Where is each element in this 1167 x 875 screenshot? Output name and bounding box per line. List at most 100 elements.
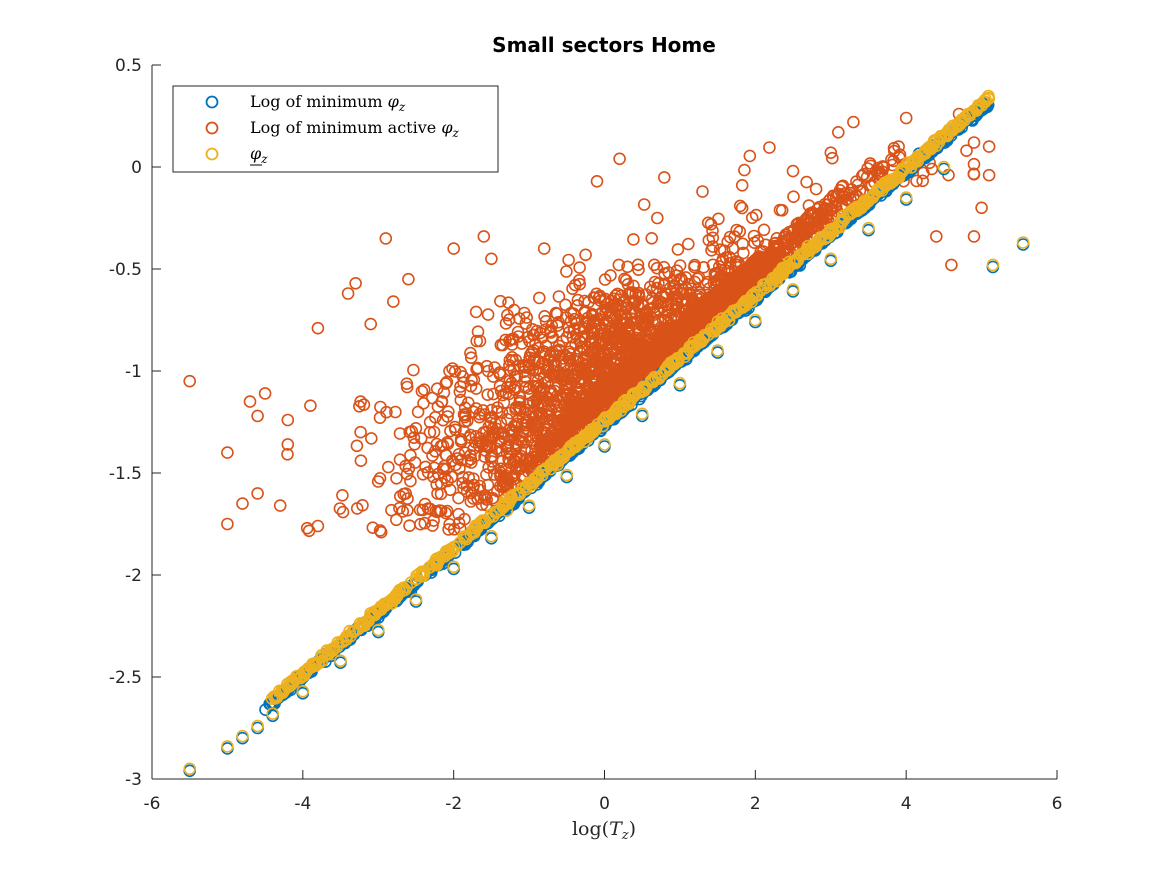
phi-underline-point <box>221 740 234 753</box>
minimum-active-point <box>723 250 736 264</box>
minimum-active-point <box>258 387 272 400</box>
minimum-active-point <box>510 369 524 383</box>
minimum-active-point <box>445 470 459 484</box>
minimum-active-point <box>531 420 545 434</box>
minimum-active-point <box>464 346 477 360</box>
phi-underline-point <box>334 654 347 668</box>
minimum-active-point <box>486 491 500 505</box>
minimum-active-point <box>585 335 599 349</box>
minimum-active-point <box>481 388 495 402</box>
phi-underline-point <box>183 762 196 776</box>
phi-underline-point <box>484 508 498 522</box>
phi-underline-point <box>447 560 461 574</box>
minimum-active-point <box>364 432 378 445</box>
minimum-active-point <box>390 471 403 485</box>
minimum-active-point <box>735 179 749 192</box>
x-tick-label: 0 <box>599 794 610 814</box>
y-tick-label: 0 <box>131 158 142 178</box>
phi-underline-point <box>439 544 453 558</box>
minimum-active-point <box>526 450 540 464</box>
minimum-active-point <box>461 396 475 410</box>
minimum-active-point <box>638 333 652 347</box>
minimum-active-point <box>519 317 533 330</box>
minimum-active-point <box>745 274 759 288</box>
minimum-active-point <box>502 313 516 327</box>
phi-underline-point <box>353 617 367 630</box>
minimum-active-point <box>559 349 572 362</box>
minimum-active-point <box>469 305 483 319</box>
minimum-active-point <box>910 174 923 188</box>
minimum-active-point <box>662 266 676 279</box>
minimum-active-point <box>221 517 234 531</box>
minimum-active-point <box>311 519 325 533</box>
phi-underline-point <box>958 110 972 124</box>
minimum-active-point <box>478 489 492 502</box>
phi-underline-point <box>266 707 280 721</box>
minimum-active-point <box>441 437 455 451</box>
minimum-active-point <box>567 395 581 409</box>
minimum-active-point <box>871 166 885 180</box>
minimum-active-point <box>486 370 500 383</box>
minimum-active-point <box>496 454 509 468</box>
minimum-active-point <box>869 164 883 178</box>
minimum-active-point <box>549 357 563 371</box>
minimum-active-point <box>539 339 553 353</box>
minimum-active-point <box>426 519 439 532</box>
minimum-active-point <box>615 316 629 330</box>
minimum-active-point <box>634 311 648 324</box>
minimum-active-point <box>521 330 535 344</box>
minimum-active-point <box>809 182 823 196</box>
minimum-active-point <box>824 146 838 159</box>
phi-underline-point <box>710 322 724 335</box>
minimum-active-point <box>449 458 462 472</box>
minimum-active-point <box>617 295 631 309</box>
x-tick-label: -2 <box>445 794 462 814</box>
minimum-active-point <box>549 306 563 320</box>
minimum-active-point <box>552 339 566 353</box>
minimum-active-point <box>527 328 541 342</box>
legend: Log of minimum φz Log of minimum active φ… <box>172 85 499 173</box>
minimum-active-point <box>405 424 419 438</box>
phi-underline-point <box>955 113 968 127</box>
axes: -6 -4 -2 0 2 4 6 -3 -2.5 -2 -1.5 -1 -0.5 0 0.5 <box>109 56 1063 814</box>
minimum-active-point <box>511 325 525 339</box>
phi-underline-point <box>582 429 596 443</box>
minimum-active-point <box>236 497 249 510</box>
minimum-active-point <box>917 166 930 180</box>
minimum-active-point <box>967 157 981 171</box>
phi-underline-point <box>429 555 443 569</box>
minimum-active-point <box>183 374 196 388</box>
minimum-active-point <box>350 502 364 515</box>
minimum-active-point <box>726 242 740 255</box>
minimum-active-point <box>691 310 704 324</box>
minimum-active-point <box>404 448 417 462</box>
minimum-active-point <box>547 426 561 440</box>
minimum-active-point <box>494 294 507 308</box>
phi-underline-point <box>418 565 431 579</box>
minimum-active-point <box>607 355 621 369</box>
phi-underline-point <box>536 464 550 477</box>
minimum-active-point <box>537 242 551 255</box>
phi-underline-point <box>553 451 567 465</box>
phi-underline-point <box>798 246 812 259</box>
minimum-active-point <box>733 199 747 213</box>
phi-underline-point <box>835 214 848 227</box>
minimum-active-point <box>564 306 578 320</box>
minimum-active-point <box>605 332 618 345</box>
minimum-active-point <box>447 242 461 255</box>
minimum-active-point <box>748 255 761 269</box>
phi-underline-point <box>667 354 680 368</box>
phi-underline-point <box>485 529 498 543</box>
minimum-active-point <box>590 175 604 188</box>
minimum-active-point <box>503 447 517 460</box>
minimum-active-point <box>527 343 541 357</box>
minimum-active-point <box>627 279 640 293</box>
minimum-active-point <box>655 300 669 314</box>
phi-underline-point <box>711 315 725 328</box>
minimum-active-point <box>636 299 649 312</box>
phi-underline-point <box>322 646 335 660</box>
minimum-active-point <box>688 275 702 289</box>
minimum-active-point <box>336 505 350 519</box>
minimum-active-point <box>404 474 417 488</box>
minimum-active-point <box>701 216 715 230</box>
